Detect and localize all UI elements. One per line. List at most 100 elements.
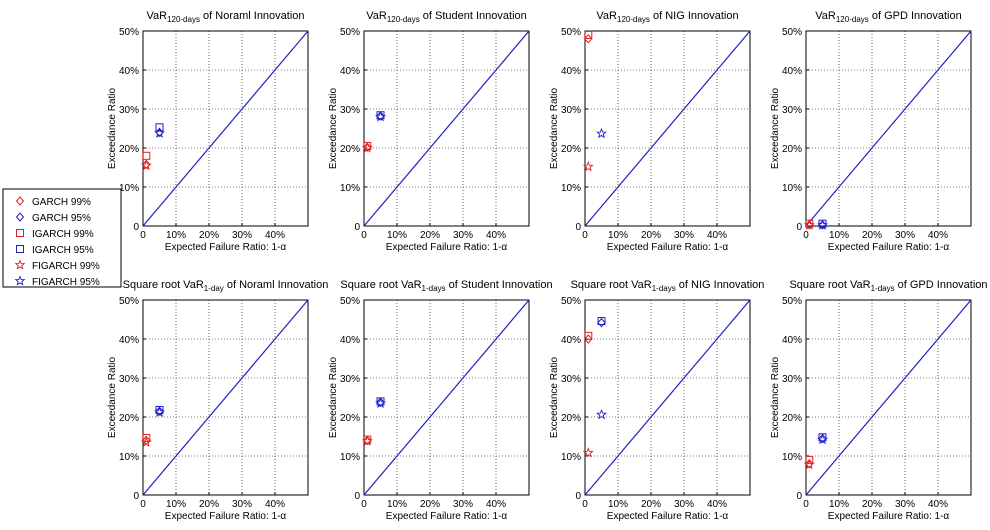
legend-box [2,188,122,288]
data-point-figarch-95 [817,219,828,230]
legend-marker-star-icon [14,259,26,270]
x-tick-label: 20% [641,230,661,241]
data-point-figarch-95 [596,408,607,420]
x-tick-label: 10% [829,499,849,510]
data-point-garch-99 [142,159,151,170]
chart-title: VaR120-days of GPD Innovation [815,10,961,24]
x-tick-label: 40% [486,230,506,241]
y-axis-label: Exceedance Ratio [107,356,118,438]
y-tick-label: 50% [782,27,802,38]
chart-title: Square root VaR1-day of Noraml Innovatio… [123,279,329,293]
reference-diagonal-line [805,299,972,496]
y-tick-label: 10% [119,183,139,194]
y-tick-label: 20% [561,144,581,155]
y-tick-label: 30% [340,374,360,385]
y-axis-label: Exceedance Ratio [770,87,781,169]
chart-panel-1: 0 10% 20% 30% 40% 0 10% 20% 30% 40% 50% VaR120-days… [107,10,309,253]
y-tick-label: 0 [133,222,139,233]
chart-title-suffix: of NIG Innovation [650,10,739,22]
x-axis-label: Expected Failure Ratio: 1-α [165,242,287,253]
data-point-igarch-95 [155,123,164,132]
x-tick-label: 10% [387,499,407,510]
x-tick-label: 20% [420,230,440,241]
data-point-figarch-95 [375,397,386,409]
x-tick-label: 10% [608,499,628,510]
y-tick-label: 40% [119,66,139,77]
x-tick-label: 40% [265,230,285,241]
y-tick-label: 50% [340,296,360,307]
y-tick-label: 40% [340,66,360,77]
chart-title-suffix: of GPD Innovation [895,279,988,291]
legend-marker-square-icon [16,245,24,253]
x-tick-label: 10% [166,499,186,510]
x-tick-label: 10% [608,230,628,241]
y-tick-label: 0 [133,491,139,502]
x-tick-label: 20% [641,499,661,510]
chart-panel-7: 0 10% 20% 30% 40% 0 10% 20% 30% 40% 50% Square root… [549,279,764,522]
y-tick-label: 50% [119,27,139,38]
chart-title-prefix: VaR [596,10,617,22]
chart-title-subscript: 1-day [204,284,224,293]
legend-entry-label: FIGARCH 95% [32,277,100,288]
chart-title-subscript: 120-days [167,15,200,24]
chart-panel-3: 0 10% 20% 30% 40% 0 10% 20% 30% 40% 50% VaR120-days… [549,10,751,253]
legend-entry-label: GARCH 95% [32,213,91,224]
y-tick-label: 50% [119,296,139,307]
chart-title: VaR120-days of Student Innovation [366,10,527,24]
y-axis-label: Exceedance Ratio [770,356,781,438]
data-point-garch-95 [597,317,606,328]
x-tick-label: 40% [928,230,948,241]
x-tick-label: 20% [199,230,219,241]
x-tick-label: 30% [674,230,694,241]
chart-title-suffix: of GPD Innovation [869,10,962,22]
y-tick-label: 30% [561,105,581,116]
data-point-igarch-99 [584,30,593,39]
data-point-figarch-95 [596,127,607,139]
x-tick-label: 0 [803,499,809,510]
y-tick-label: 0 [575,222,581,233]
y-tick-label: 50% [340,27,360,38]
chart-title: Square root VaR1-days of Student Innovat… [340,279,552,293]
x-tick-label: 20% [199,499,219,510]
data-point-figarch-99 [361,142,373,153]
x-axis-label: Expected Failure Ratio: 1-α [386,511,508,522]
y-tick-label: 10% [119,452,139,463]
y-tick-label: 10% [340,452,360,463]
chart-title-suffix: of Student Innovation [420,10,527,22]
x-tick-label: 20% [862,230,882,241]
data-point-garch-95 [376,111,385,121]
reference-diagonal-line [584,30,751,227]
x-tick-label: 20% [862,499,882,510]
data-point-figarch-95 [375,111,386,122]
x-tick-label: 10% [166,230,186,241]
data-point-figarch-99 [140,436,152,448]
data-point-figarch-99 [803,458,815,470]
x-tick-label: 30% [895,499,915,510]
x-tick-label: 10% [829,230,849,241]
y-tick-label: 0 [354,222,360,233]
data-point-igarch-95 [818,433,827,442]
data-point-figarch-99 [361,435,373,446]
x-tick-label: 40% [707,230,727,241]
data-point-igarch-99 [142,151,151,160]
x-tick-label: 30% [232,499,252,510]
y-axis-label: Exceedance Ratio [549,356,560,438]
chart-title: VaR120-days of Noraml Innovation [146,10,304,24]
chart-title-prefix: Square root VaR [571,279,652,291]
legend-entry-label: FIGARCH 99% [32,261,100,272]
y-tick-label: 40% [782,66,802,77]
x-tick-label: 0 [582,499,588,510]
y-tick-label: 20% [782,413,802,424]
x-tick-label: 30% [674,499,694,510]
y-axis-label: Exceedance Ratio [328,87,339,169]
y-tick-label: 20% [340,413,360,424]
chart-title: VaR120-days of NIG Innovation [596,10,738,24]
data-point-igarch-95 [597,317,606,326]
data-point-figarch-99 [803,219,815,230]
data-point-garch-99 [584,334,593,344]
x-tick-label: 30% [453,499,473,510]
x-tick-label: 30% [895,230,915,241]
chart-title-prefix: Square root VaR [789,279,870,291]
chart-panel-8: 0 10% 20% 30% 40% 0 10% 20% 30% 40% 50% Square root… [770,279,988,522]
